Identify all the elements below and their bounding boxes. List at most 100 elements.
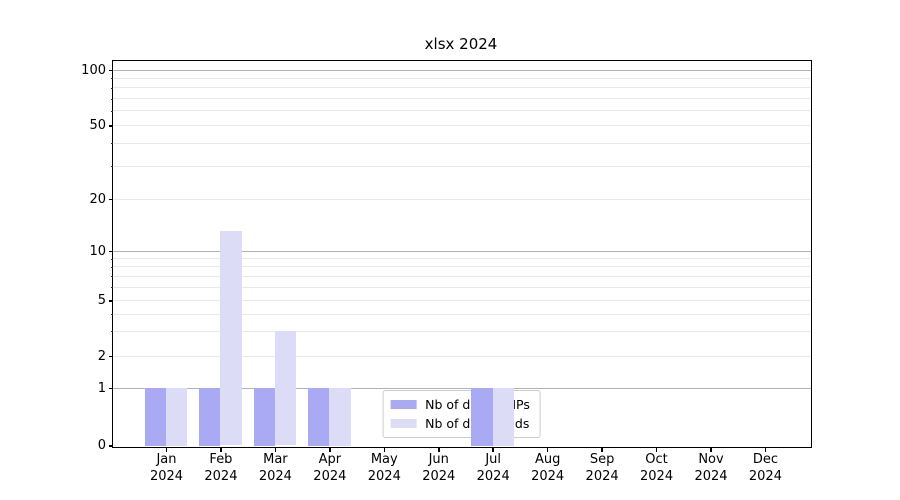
y-minor-tick-mark (110, 266, 113, 268)
x-tick-month: Oct (645, 452, 668, 467)
y-tick-label: 100 (81, 62, 106, 78)
bar-downloads-mar (274, 331, 297, 446)
y-minor-tick-mark (110, 258, 113, 260)
y-tick-mark (108, 387, 113, 390)
y-minor-tick-mark (110, 287, 113, 289)
x-tick-month: Nov (698, 452, 724, 467)
gridline-minor (112, 300, 811, 301)
x-tick-month: Jan (156, 452, 177, 467)
y-tick-mark (108, 445, 113, 447)
y-tick-label: 2 (97, 348, 106, 364)
bar-distinct-ips-jan (144, 388, 166, 446)
x-tick-month: May (370, 452, 398, 467)
y-tick-label: 0 (97, 438, 106, 453)
gridline-minor (112, 142, 811, 144)
y-minor-tick-mark (110, 110, 113, 112)
x-tick-year: 2024 (640, 469, 674, 484)
x-tick-mark (220, 447, 222, 452)
y-minor-tick-mark (110, 331, 113, 333)
legend-swatch-distinct-ips (390, 399, 417, 409)
x-tick-label: Jul 2024 (461, 451, 525, 485)
y-minor-tick-mark (110, 314, 113, 316)
x-tick-label: Oct 2024 (625, 451, 689, 485)
x-tick-label: May 2024 (352, 451, 416, 485)
x-tick-label: Apr 2024 (298, 451, 362, 485)
y-tick-mark (108, 198, 113, 201)
x-tick-label: Nov 2024 (679, 451, 743, 485)
y-minor-tick-mark (110, 87, 113, 89)
gridline-minor (112, 165, 811, 167)
bar-distinct-ips-feb (199, 388, 221, 446)
gridline-minor (112, 98, 811, 100)
bar-downloads-jan (166, 388, 188, 446)
x-tick-mark (764, 447, 767, 452)
legend-swatch-downloads (390, 418, 417, 428)
x-tick-label: Jan 2024 (135, 451, 199, 485)
x-tick-month: Apr (318, 452, 342, 467)
y-tick-mark (108, 355, 113, 358)
x-tick-label: Sep 2024 (570, 451, 634, 485)
gridline-minor (112, 266, 811, 268)
gridline-minor (112, 313, 811, 315)
x-tick-year: 2024 (313, 469, 347, 484)
gridline-minor (112, 330, 811, 332)
gridline-minor (112, 110, 811, 112)
x-tick-year: 2024 (531, 469, 565, 484)
y-tick-label: 1 (97, 380, 106, 396)
bar-distinct-ips-apr (308, 388, 330, 446)
gridline-minor (112, 355, 811, 357)
x-tick-mark (438, 447, 440, 452)
x-tick-label: Feb 2024 (189, 451, 253, 485)
y-tick-label: 5 (97, 293, 106, 308)
x-tick-month: Aug (534, 452, 561, 467)
y-minor-tick-mark (110, 78, 113, 80)
y-tick-mark (108, 125, 113, 127)
bar-distinct-ips-mar (253, 388, 275, 446)
x-tick-mark (710, 447, 712, 452)
gridline-minor (112, 87, 811, 89)
x-tick-year: 2024 (748, 469, 782, 484)
x-tick-mark (492, 447, 494, 452)
gridline-major (112, 69, 811, 71)
bar-downloads-jul (492, 388, 514, 446)
y-tick-mark (108, 300, 113, 302)
gridline-minor (112, 275, 811, 277)
x-tick-month: Jul (485, 452, 502, 467)
x-tick-month: Sep (589, 452, 615, 467)
x-tick-label: Dec 2024 (733, 451, 797, 485)
bar-downloads-feb (220, 231, 242, 446)
gridline-minor (112, 286, 811, 288)
gridline-major (112, 250, 811, 252)
y-tick-label: 20 (89, 191, 106, 207)
bar-distinct-ips-jul (471, 388, 493, 446)
chart-title: xlsx 2024 (424, 35, 498, 53)
gridline-minor (112, 77, 811, 79)
x-tick-year: 2024 (422, 469, 456, 484)
x-tick-month: Jun (428, 452, 449, 467)
y-minor-tick-mark (110, 98, 113, 100)
x-tick-month: Mar (263, 452, 288, 467)
x-tick-mark (655, 447, 658, 452)
x-tick-mark (383, 447, 386, 452)
x-tick-year: 2024 (149, 469, 184, 484)
bar-downloads-apr (329, 388, 351, 446)
y-tick-label: 10 (89, 243, 106, 259)
x-tick-mark (601, 447, 603, 452)
y-minor-tick-mark (110, 276, 113, 278)
gridline-minor (112, 258, 811, 260)
gridline-minor (112, 198, 811, 200)
x-tick-mark (274, 447, 277, 452)
x-tick-month: Dec (752, 452, 779, 467)
gridline-minor (112, 125, 811, 126)
x-tick-year: 2024 (367, 469, 401, 484)
y-tick-label: 50 (89, 118, 106, 133)
x-tick-mark (165, 447, 168, 452)
y-tick-mark (108, 69, 113, 72)
gridline-major (112, 387, 811, 389)
x-tick-year: 2024 (258, 469, 292, 484)
x-tick-mark (329, 447, 331, 452)
y-minor-tick-mark (110, 143, 113, 145)
